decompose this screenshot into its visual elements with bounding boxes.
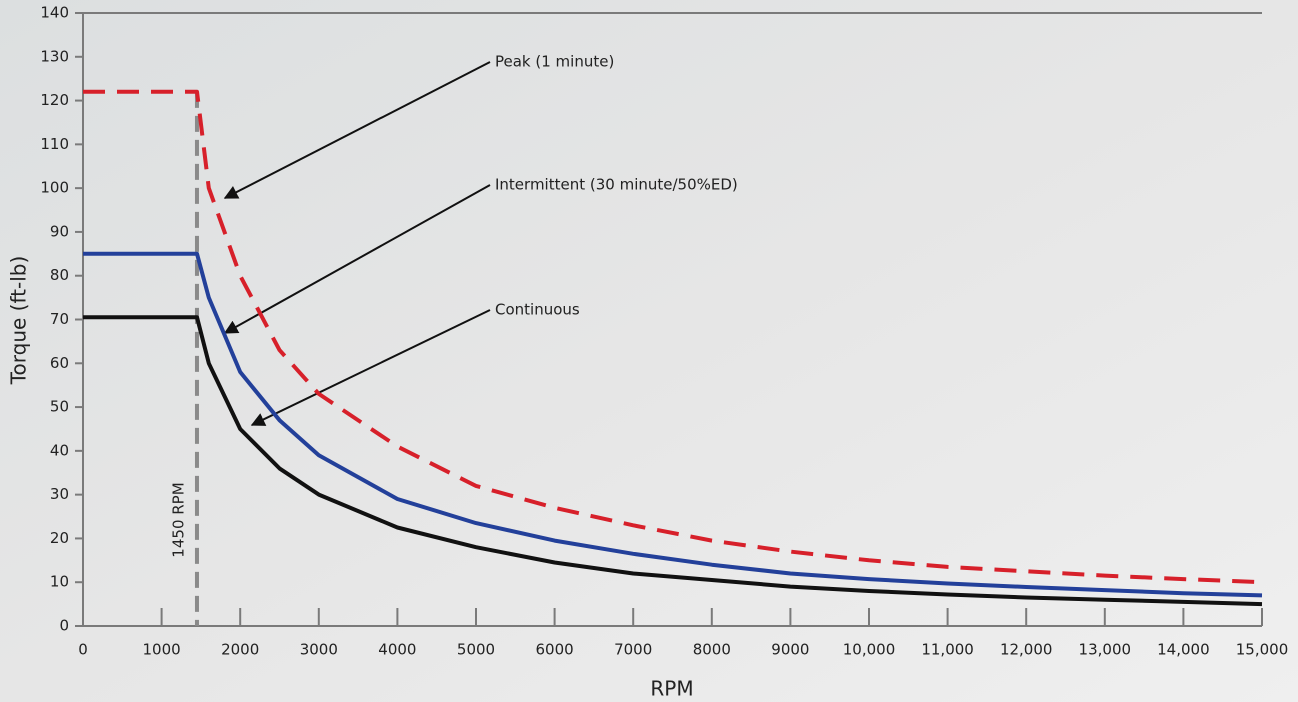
annotation-arrow [223,61,491,199]
y-tick-label: 30 [50,485,69,503]
y-tick-label: 50 [50,398,69,416]
x-tick-label: 10,000 [843,641,896,659]
series-line [83,251,1263,598]
y-tick-label: 20 [50,529,69,547]
y-tick-label: 10 [50,573,69,591]
x-tick-label: 8000 [693,641,731,659]
y-tick-label: 120 [40,91,69,109]
y-axis-title: Torque (ft-lb) [7,256,31,386]
x-tick-label: 0 [78,641,88,659]
y-tick-label: 140 [40,4,69,22]
y-tick-label: 110 [40,135,69,153]
x-tick-label: 13,000 [1079,641,1132,659]
y-tick-label: 40 [50,441,69,459]
y-tick-label: 80 [50,266,69,284]
y-tick-label: 90 [50,222,69,240]
y-tick-label: 100 [40,179,69,197]
x-tick-label: 15,000 [1236,641,1289,659]
x-tick-label: 14,000 [1157,641,1210,659]
series-line [83,315,1263,607]
x-tick-label: 6000 [536,641,574,659]
x-tick-label: 2000 [221,641,259,659]
x-tick-label: 3000 [300,641,338,659]
y-tick-label: 60 [50,354,69,372]
annotation: Peak (1 minute) [495,53,614,71]
annotation: Continuous [495,301,580,319]
x-tick-label: 5000 [457,641,495,659]
x-tick-label: 12,000 [1000,641,1053,659]
annotation-arrow [223,184,491,334]
x-tick-label: 1000 [143,641,181,659]
x-tick-label: 4000 [378,641,416,659]
x-axis-title: RPM [650,677,693,701]
y-tick-label: 130 [40,47,69,65]
annotation-arrow [250,309,491,426]
series-line [83,89,1263,585]
y-tick-label: 70 [50,310,69,328]
x-tick-label: 11,000 [921,641,974,659]
reference-label: 1450 RPM [169,482,187,557]
x-tick-label: 9000 [771,641,809,659]
x-tick-label: 7000 [614,641,652,659]
annotation: Intermittent (30 minute/50%ED) [495,176,738,194]
y-tick-label: 0 [59,617,69,635]
